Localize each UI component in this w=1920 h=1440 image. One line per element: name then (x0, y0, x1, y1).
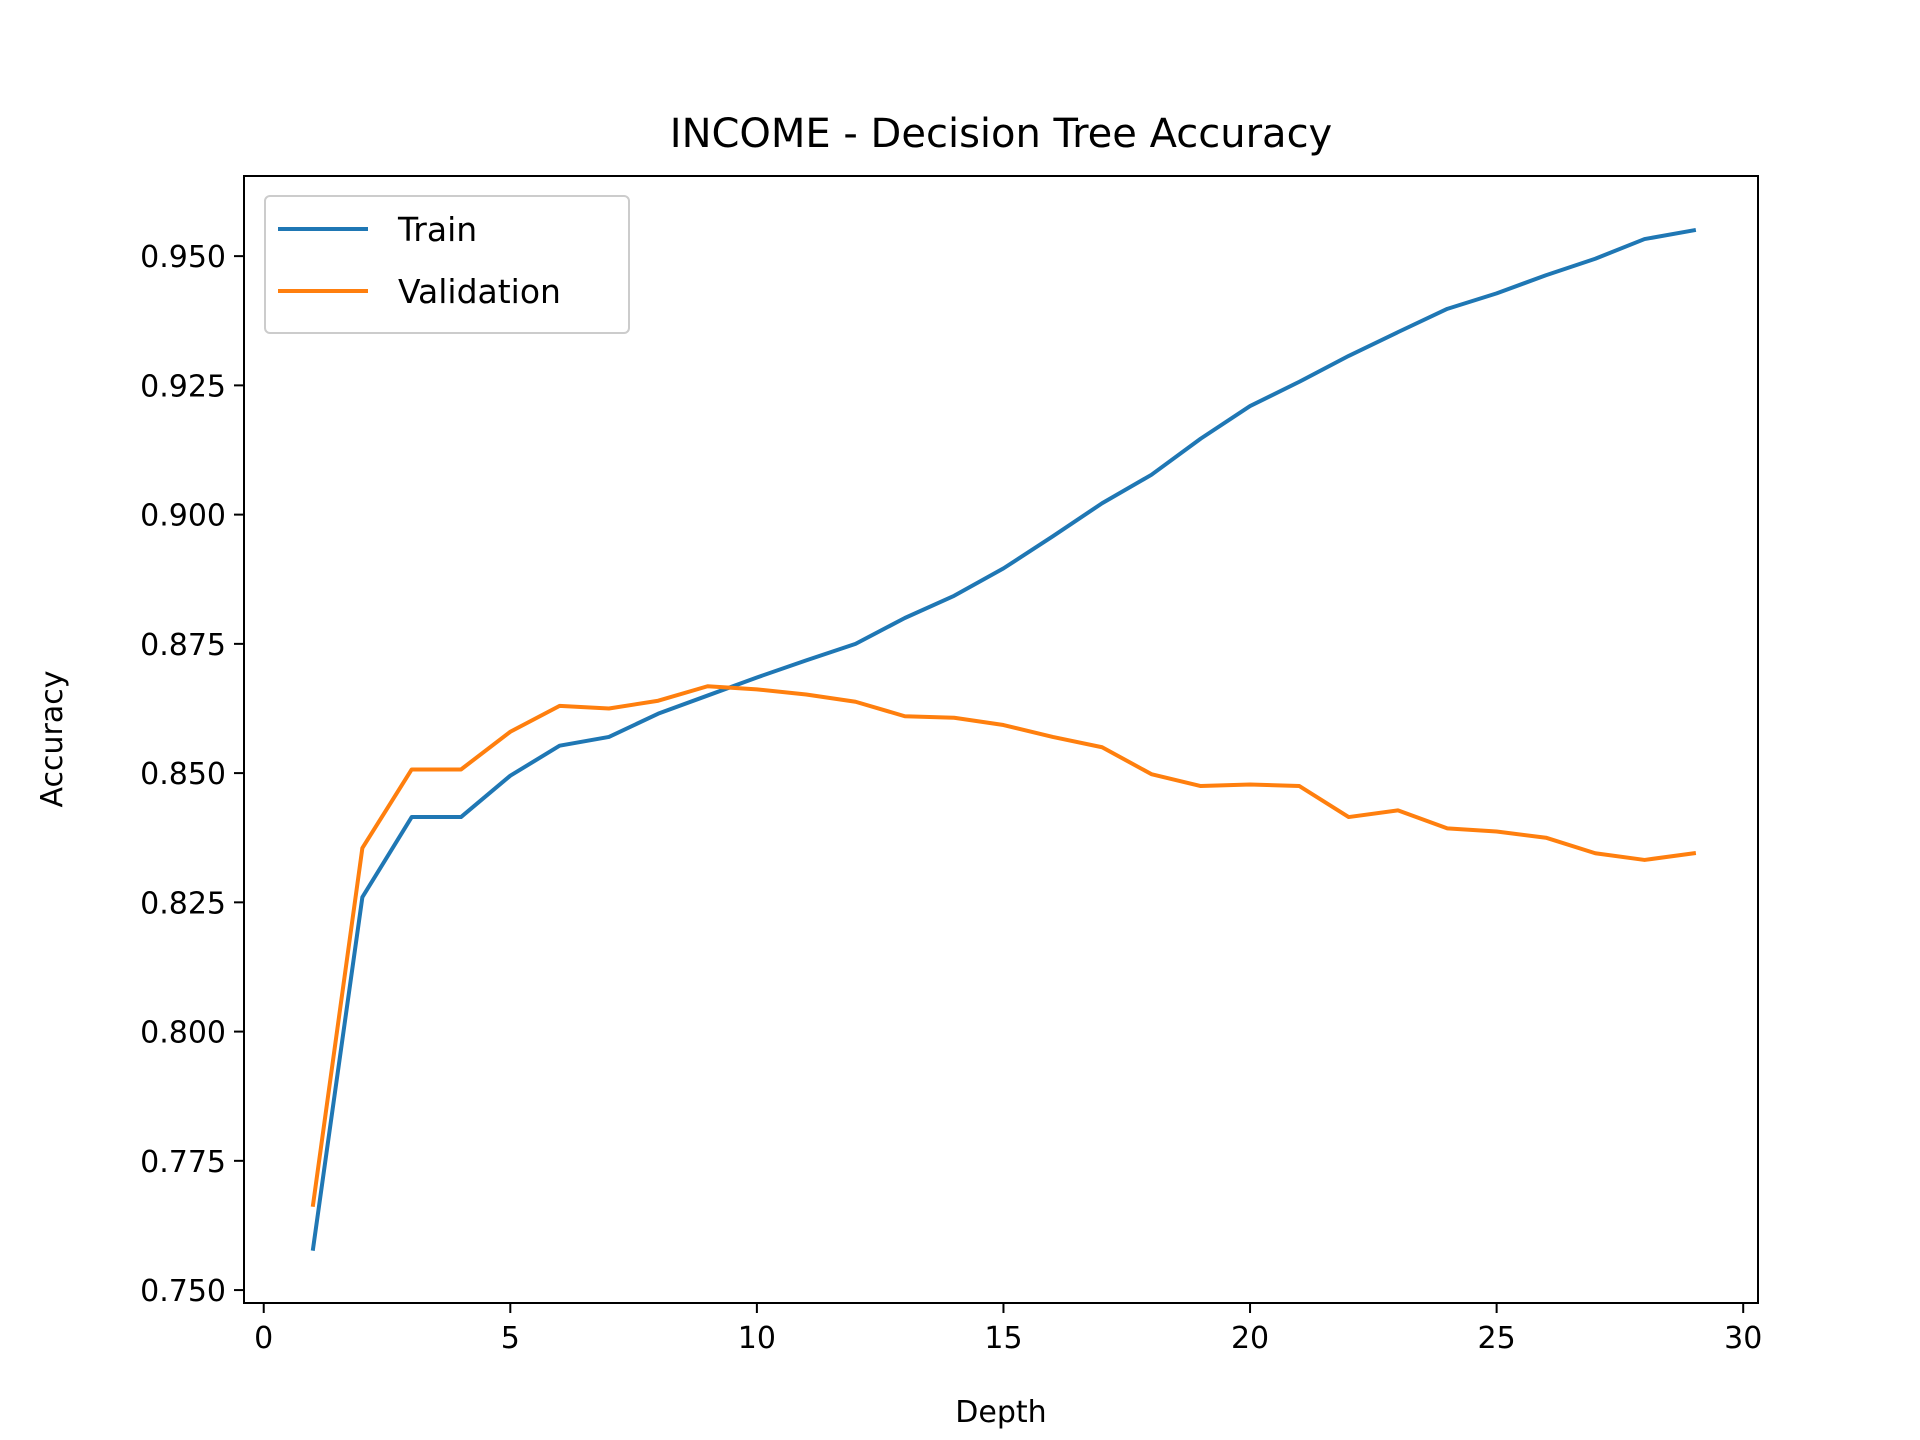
x-tick-label: 0 (254, 1321, 273, 1356)
plot-frame (243, 175, 1759, 1304)
x-axis: 0 5 10 15 20 25 30 (254, 1303, 1762, 1356)
chart-title: INCOME - Decision Tree Accuracy (670, 111, 1332, 157)
x-tick-label: 15 (984, 1321, 1022, 1356)
y-tick-label: 0.800 (140, 1016, 226, 1051)
legend: Train Validation (264, 195, 630, 334)
y-tick-label: 0.825 (140, 886, 226, 921)
x-tick-label: 30 (1724, 1321, 1762, 1356)
x-tick-label: 10 (738, 1321, 776, 1356)
y-axis: 0.750 0.775 0.800 0.825 0.850 0.875 0.900 0.925… (140, 240, 244, 1309)
x-tick-label: 25 (1478, 1321, 1516, 1356)
y-tick-label: 0.875 (140, 628, 226, 663)
y-tick-label: 0.750 (140, 1274, 226, 1309)
y-tick-label: 0.850 (140, 757, 226, 792)
y-tick-label: 0.900 (140, 499, 226, 534)
series-line-train (310, 227, 1697, 1251)
y-tick-label: 0.775 (140, 1145, 226, 1180)
y-axis-label: Accuracy (35, 671, 70, 808)
series-layer (310, 227, 1697, 1251)
x-axis-label: Depth (955, 1395, 1046, 1430)
series-line-validation (310, 684, 1697, 1208)
legend-label-train: Train (397, 210, 477, 249)
x-tick-label: 20 (1231, 1321, 1269, 1356)
y-tick-label: 0.950 (140, 240, 226, 275)
x-tick-label: 5 (501, 1321, 520, 1356)
y-tick-label: 0.925 (140, 369, 226, 404)
legend-label-validation: Validation (398, 272, 561, 311)
